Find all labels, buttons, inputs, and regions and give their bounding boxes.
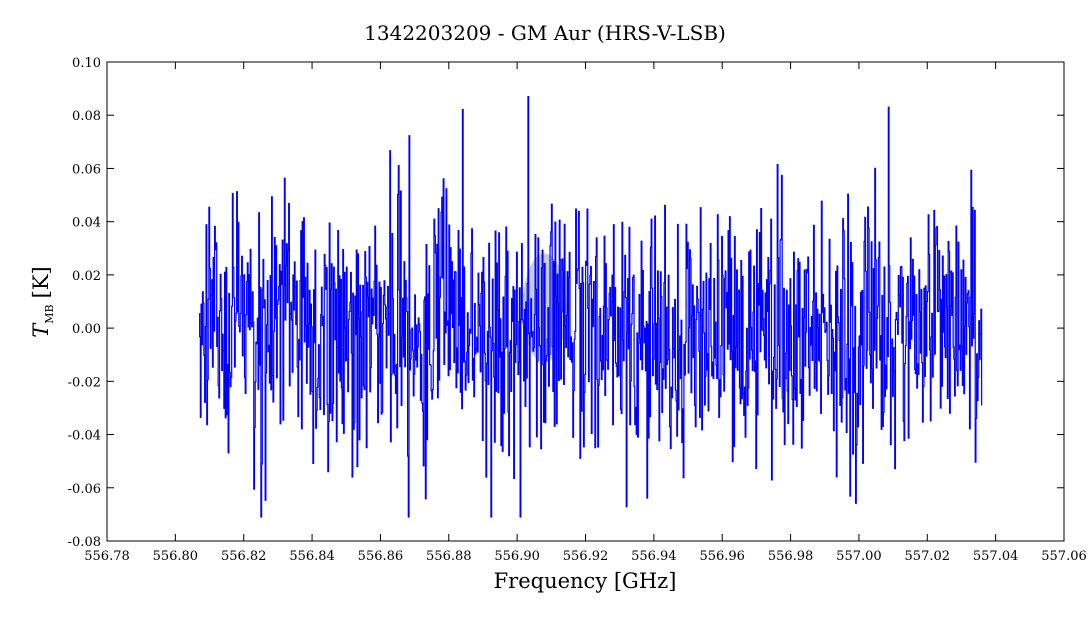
y-axis-label: TMB [K] xyxy=(29,266,56,337)
x-tick-label: 556.82 xyxy=(221,549,267,564)
y-axis-label-symbol: T xyxy=(29,322,53,338)
y-tick-label: 0.06 xyxy=(72,162,101,177)
y-tick-label: -0.06 xyxy=(68,482,101,497)
y-axis-label-subscript: MB xyxy=(43,304,56,323)
svg-text:TMB[K]: TMB [K] xyxy=(29,266,56,337)
y-tick-label: -0.02 xyxy=(68,375,101,390)
x-tick-label: 556.98 xyxy=(768,549,814,564)
y-tick-label: -0.08 xyxy=(68,535,101,550)
y-tick-label: 0.02 xyxy=(72,269,101,284)
x-tick-label: 557.06 xyxy=(1041,549,1087,564)
x-tick-label: 556.94 xyxy=(631,549,677,564)
y-axis-ticks: -0.08 -0.06 -0.04 -0.02 0.00 0.02 0.04 0.06 0.08… xyxy=(68,56,1064,550)
x-axis-ticks: 556.78 556.80 556.82 556.84 556.86 556.88 556.… xyxy=(84,62,1087,564)
x-tick-label: 556.78 xyxy=(84,549,130,564)
y-tick-label: 0.10 xyxy=(72,56,101,71)
y-tick-label: 0.00 xyxy=(72,322,101,337)
y-tick-label: 0.08 xyxy=(72,109,101,124)
x-tick-label: 556.80 xyxy=(153,549,199,564)
chart-title: 1342203209 - GM Aur (HRS-V-LSB) xyxy=(364,21,726,45)
y-tick-label: -0.04 xyxy=(68,429,101,444)
x-tick-label: 556.96 xyxy=(699,549,745,564)
x-tick-label: 556.90 xyxy=(494,549,540,564)
x-tick-label: 557.04 xyxy=(973,549,1019,564)
spectrum-line xyxy=(199,95,983,518)
y-tick-label: 0.04 xyxy=(72,216,101,231)
x-tick-label: 556.92 xyxy=(563,549,609,564)
x-tick-label: 556.84 xyxy=(289,549,335,564)
x-axis-label: Frequency [GHz] xyxy=(494,569,677,593)
y-axis-label-unit: [K] xyxy=(29,266,53,298)
x-tick-label: 557.02 xyxy=(905,549,951,564)
x-tick-label: 556.86 xyxy=(358,549,404,564)
x-tick-label: 556.88 xyxy=(426,549,472,564)
plot-area xyxy=(106,61,1065,542)
x-tick-label: 557.00 xyxy=(836,549,882,564)
